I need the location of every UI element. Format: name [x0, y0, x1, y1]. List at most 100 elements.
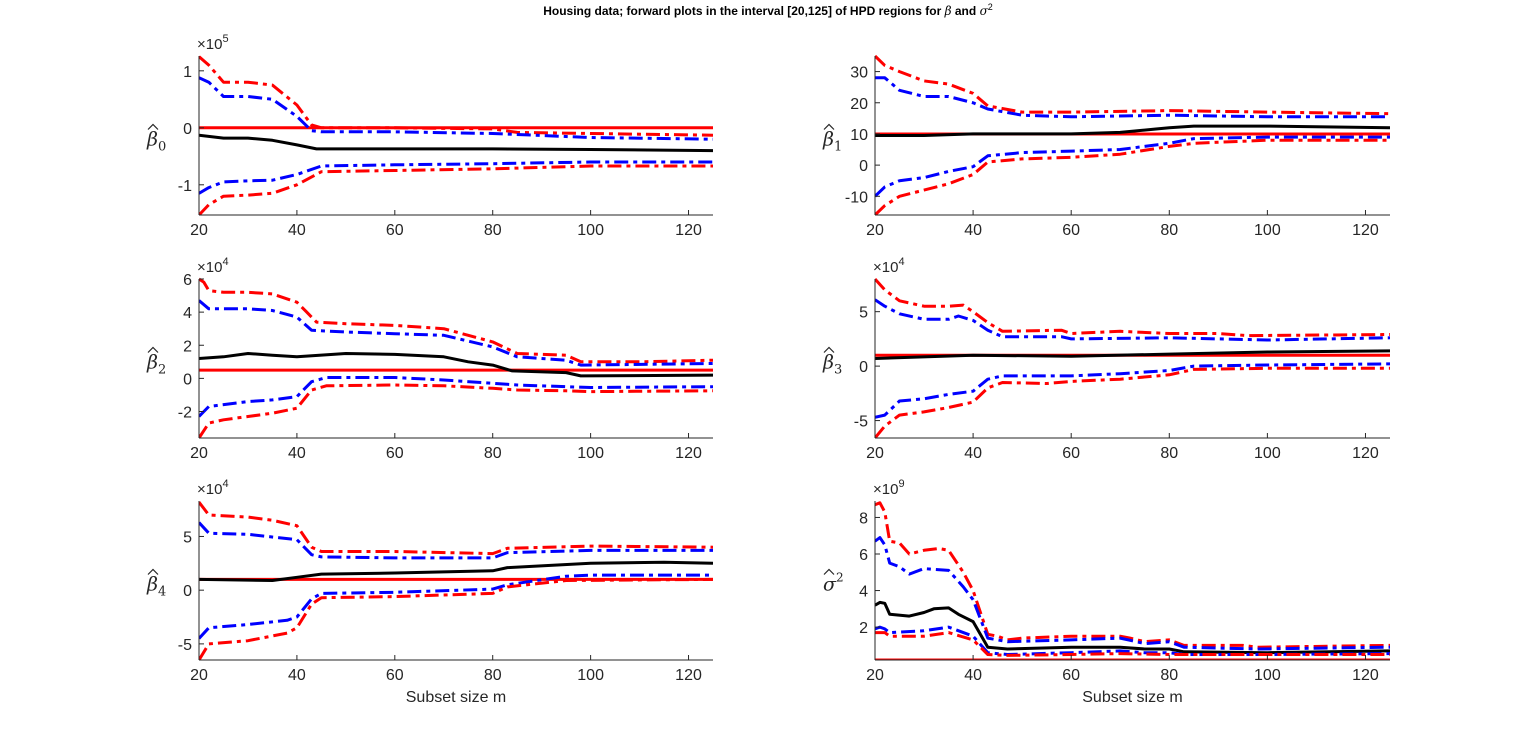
hat-accent	[147, 568, 159, 575]
x-tick-label: 120	[675, 222, 702, 239]
y-tick-label: 6	[183, 272, 192, 289]
subplot-5: 20 40 60 80 100 120 2 4 6 8 ×109 σ2 Subset size m	[823, 478, 1390, 706]
x-tick-label: 40	[964, 667, 982, 684]
y-axis-label: σ2	[823, 571, 844, 596]
subplot-1: 20 40 60 80 100 120 -10 0 10 20 30 β1	[822, 54, 1390, 239]
series-line-0	[199, 55, 713, 137]
series-line-0	[875, 54, 1390, 116]
series-line-0	[199, 277, 713, 364]
y-tick-label: 4	[859, 584, 868, 601]
x-tick-label: 20	[190, 222, 208, 239]
x-tick-label: 40	[964, 445, 982, 462]
x-tick-label: 80	[1160, 445, 1178, 462]
x-tick-label: 40	[964, 222, 982, 239]
axis-exponent: ×105	[197, 33, 229, 53]
x-tick-label: 60	[386, 222, 404, 239]
y-tick-label: 2	[183, 338, 192, 355]
series-line-0	[199, 501, 713, 556]
hat-accent	[823, 123, 835, 130]
hat-accent	[823, 568, 835, 575]
series-line-4	[875, 366, 1390, 438]
x-tick-label: 20	[190, 445, 208, 462]
x-tick-label: 40	[288, 445, 306, 462]
y-tick-label: -5	[854, 414, 868, 431]
title-and: and	[952, 4, 980, 18]
plot-area	[875, 501, 1390, 660]
y-tick-label: 0	[183, 121, 192, 138]
x-tick-label: 100	[577, 445, 604, 462]
series-line-0	[875, 277, 1390, 338]
x-tick-label: 120	[1352, 222, 1379, 239]
x-tick-label: 20	[866, 667, 884, 684]
title-sup: 2	[988, 2, 993, 12]
series-line-2	[199, 560, 713, 582]
y-tick-label: -5	[178, 637, 192, 654]
y-tick-label: 2	[859, 620, 868, 637]
y-axis-label: β1	[822, 129, 842, 155]
x-tick-label: 100	[1254, 222, 1281, 239]
x-tick-label: 60	[386, 667, 404, 684]
series-line-2	[875, 124, 1390, 137]
series-line-2	[199, 352, 713, 378]
series-line-3	[875, 362, 1390, 419]
x-tick-label: 100	[577, 667, 604, 684]
series-line-1	[199, 299, 713, 367]
axis-exponent: ×104	[873, 256, 905, 276]
x-tick-label: 120	[1352, 445, 1379, 462]
series-line-1	[875, 298, 1390, 342]
series-line-3	[199, 573, 713, 640]
y-axis-label: β3	[822, 352, 842, 378]
y-axis-label: β0	[146, 129, 166, 155]
x-tick-label: 100	[1254, 667, 1281, 684]
title-beta: β	[944, 4, 952, 18]
axis-exponent: ×104	[197, 478, 229, 498]
x-tick-label: 60	[386, 445, 404, 462]
plot-area	[875, 54, 1390, 215]
axis-exponent: ×109	[873, 478, 905, 498]
x-tick-label: 40	[288, 222, 306, 239]
y-tick-label: 0	[859, 359, 868, 376]
plot-area	[199, 55, 713, 215]
y-tick-label: 5	[859, 305, 868, 322]
x-tick-label: 20	[866, 445, 884, 462]
x-tick-label: 80	[484, 667, 502, 684]
x-tick-label: 80	[1160, 667, 1178, 684]
hat-accent	[147, 123, 159, 130]
series-line-1	[199, 76, 713, 141]
y-tick-label: 0	[859, 158, 868, 175]
x-tick-label: 120	[1352, 667, 1379, 684]
series-line-4	[199, 383, 713, 438]
y-tick-label: -1	[178, 178, 192, 195]
y-tick-label: 0	[183, 583, 192, 600]
series-line-3	[875, 135, 1390, 198]
x-tick-label: 20	[866, 222, 884, 239]
series-line-3	[199, 160, 713, 195]
x-tick-label: 100	[1254, 445, 1281, 462]
x-tick-label: 60	[1062, 222, 1080, 239]
x-tick-label: 80	[1160, 222, 1178, 239]
series-line-2	[199, 133, 713, 153]
x-tick-label: 20	[190, 667, 208, 684]
y-tick-label: 1	[183, 64, 192, 81]
plot-area	[199, 501, 713, 660]
figure-title: Housing data; forward plots in the inter…	[543, 2, 993, 18]
x-tick-label: 60	[1062, 667, 1080, 684]
y-tick-label: 0	[183, 371, 192, 388]
series-line-4	[875, 138, 1390, 215]
x-tick-label: 120	[675, 445, 702, 462]
hat-accent	[823, 346, 835, 353]
x-tick-label: 80	[484, 222, 502, 239]
x-axis-label: Subset size m	[1082, 689, 1182, 706]
series-line-1	[875, 76, 1390, 119]
hat-accent	[147, 346, 159, 353]
y-tick-label: 8	[859, 510, 868, 527]
series-line-4	[199, 577, 713, 660]
subplot-4: 20 40 60 80 100 120 -5 0 5 ×104 β4 Subset size m	[146, 478, 713, 706]
y-tick-label: 20	[850, 96, 868, 113]
y-tick-label: 30	[850, 65, 868, 82]
plot-area	[199, 277, 713, 438]
x-tick-label: 60	[1062, 445, 1080, 462]
y-axis-label: β2	[146, 352, 166, 378]
series-line-1	[199, 521, 713, 560]
series-line-3	[199, 376, 713, 418]
